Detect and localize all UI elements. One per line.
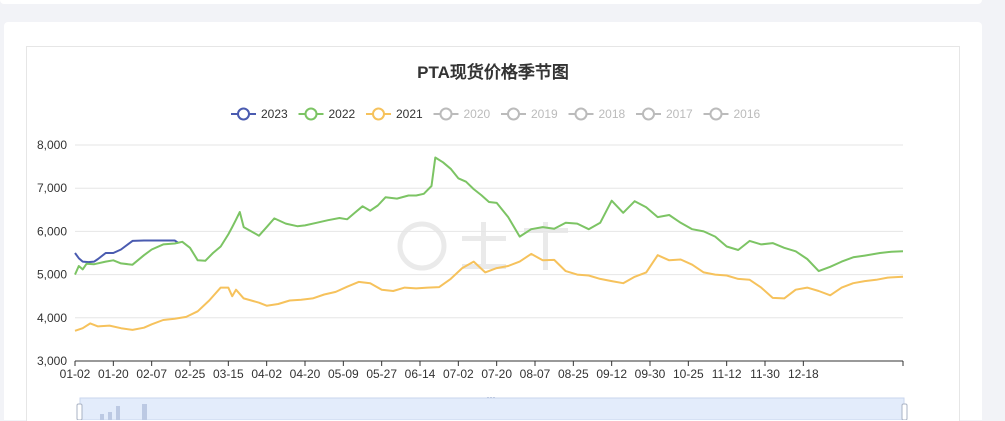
legend-marker-icon [574,107,588,121]
y-tick-label: 8,000 [37,138,67,152]
x-tick-label: 05-27 [366,367,397,381]
chart-title: PTA现货价格季节图 [417,62,569,82]
legend-label: 2017 [666,107,693,121]
series-line-2023 [74,239,180,264]
x-tick-label: 10-25 [673,367,704,381]
chart-container [26,46,960,421]
y-tick-label: 4,000 [37,311,67,325]
x-tick-label: 03-15 [213,367,244,381]
x-tick-label: 09-30 [635,367,666,381]
y-tick-label: 7,000 [37,181,67,195]
legend-label: 2018 [599,107,626,121]
legend-marker-icon [237,107,250,121]
legend-item-2020[interactable]: 2020 [433,107,491,121]
zoom-grip-icon: ··· [487,392,496,402]
legend-label: 2023 [261,107,288,121]
series-lines [74,156,904,332]
y-tick-label: 5,000 [37,268,67,282]
legend-marker-icon [439,107,453,121]
y-axis: 3,000 4,000 5,000 6,000 7,000 8,000 [37,138,67,368]
x-tick-label: 01-20 [98,367,129,381]
legend-item-2023[interactable]: 2023 [231,107,288,121]
legend-item-2018[interactable]: 2018 [568,107,626,121]
x-tick-label: 02-25 [175,367,206,381]
legend-item-2016[interactable]: 2016 [703,107,761,121]
y-tick-label: 6,000 [37,224,67,238]
legend-label: 2020 [464,107,491,121]
x-tick-label: 08-25 [558,367,589,381]
zoom-handle-right[interactable] [901,403,908,420]
legend-item-2022[interactable]: 2022 [298,107,356,121]
legend-marker-icon [642,107,655,121]
x-tick-label: 12-18 [788,367,819,381]
chart-legend: 2023 2022 2021 2020 2019 2018 2017 2016 [231,107,761,121]
zoom-preview-bars [100,404,147,420]
legend-marker-icon [304,107,318,121]
x-tick-label: 04-20 [290,367,321,381]
grid-lines [75,144,903,319]
legend-label: 2021 [396,107,423,121]
x-tick-label: 01-02 [60,367,91,381]
legend-marker-icon [507,107,520,121]
x-tick-label: 07-02 [443,367,474,381]
series-line-2022 [74,156,904,276]
zoom-handle-left[interactable] [76,403,83,420]
x-tick-label: 02-07 [136,367,167,381]
x-tick-label: 04-02 [251,367,282,381]
x-tick-label: 11-12 [712,367,742,381]
x-tick-label: 06-14 [405,367,436,381]
legend-item-2019[interactable]: 2019 [501,107,558,121]
legend-item-2017[interactable]: 2017 [636,107,693,121]
legend-item-2021[interactable]: 2021 [366,107,423,121]
x-tick-label: 09-12 [596,367,627,381]
x-tick-label: 11-30 [750,367,780,381]
legend-marker-icon [709,107,723,121]
top-panel-edge [0,0,982,4]
legend-label: 2016 [734,107,761,121]
x-tick-label: 07-20 [481,367,512,381]
legend-label: 2019 [531,107,558,121]
legend-marker-icon [372,107,385,121]
x-tick-label: 08-07 [520,367,551,381]
series-line-2021 [74,252,904,332]
x-tick-label: 05-09 [328,367,359,381]
y-tick-label: 3,000 [37,354,67,368]
legend-label: 2022 [329,107,356,121]
data-zoom-slider[interactable]: ··· [76,392,908,420]
x-axis: 01-02 01-20 02-07 02-25 03-15 04-02 04-20 05-09… [60,360,904,381]
watermark-logo [397,221,568,271]
